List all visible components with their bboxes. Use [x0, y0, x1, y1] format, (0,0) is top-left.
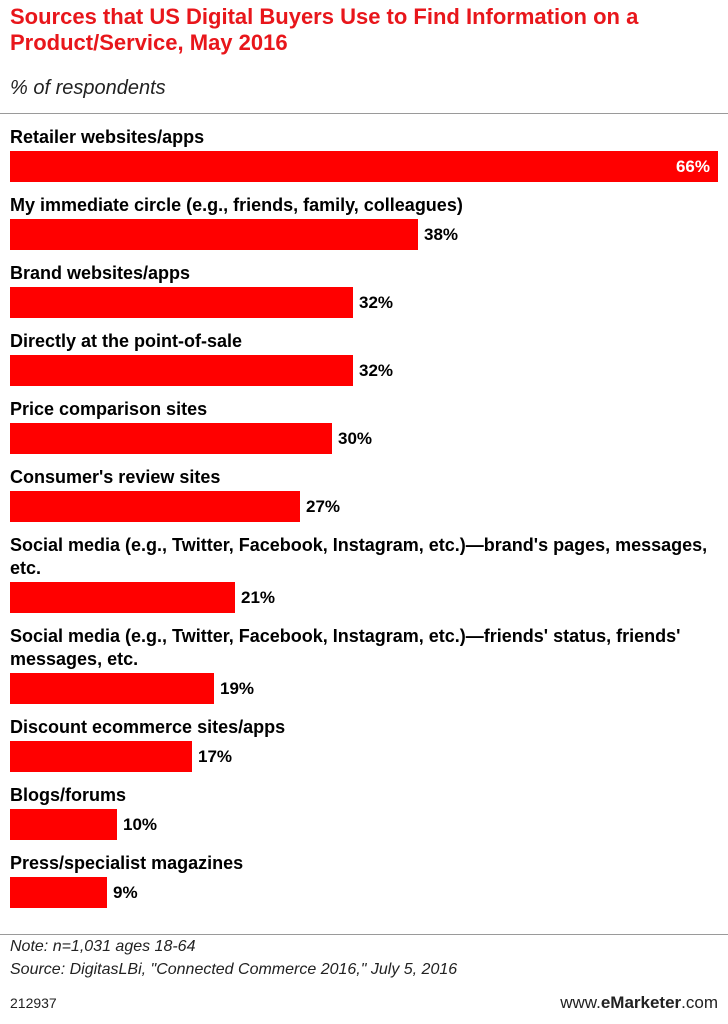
data-label: 10%	[123, 815, 158, 834]
bar	[10, 287, 353, 318]
bar	[10, 355, 353, 386]
bar	[10, 877, 107, 908]
category-label: Blogs/forums	[10, 785, 127, 805]
bottom-divider	[0, 934, 728, 935]
chart-note: Note: n=1,031 ages 18-64	[10, 938, 196, 955]
data-label: 21%	[241, 588, 276, 607]
category-label: Directly at the point-of-sale	[10, 331, 243, 351]
category-label: Discount ecommerce sites/apps	[10, 717, 286, 737]
data-label: 66%	[675, 157, 710, 176]
brand-suffix: .com	[681, 993, 718, 1012]
category-label: Brand websites/apps	[10, 263, 191, 283]
bar	[10, 423, 332, 454]
category-label: Retailer websites/apps	[10, 127, 205, 147]
bar	[10, 582, 235, 613]
category-label: Press/specialist magazines	[10, 853, 244, 873]
emarketer-logo: www.eMarketer.com	[560, 993, 718, 1013]
bar-chart: Retailer websites/apps 66% My immediate ci…	[0, 118, 728, 928]
bar	[10, 809, 117, 840]
data-label: 30%	[338, 429, 373, 448]
chart-title: Sources that US Digital Buyers Use to Fi…	[10, 4, 639, 55]
chart-source: Source: DigitasLBi, "Connected Commerce …	[10, 961, 458, 978]
bar	[10, 491, 300, 522]
top-divider	[0, 113, 728, 114]
brand-name: eMarketer	[600, 993, 682, 1012]
brand-prefix: www.	[560, 993, 601, 1012]
category-label: Consumer's review sites	[10, 467, 221, 487]
data-label: 38%	[424, 225, 459, 244]
bar	[10, 673, 214, 704]
bar	[10, 219, 418, 250]
category-label: My immediate circle (e.g., friends, fami…	[10, 195, 463, 215]
category-label: Social media (e.g., Twitter, Facebook, I…	[10, 535, 708, 578]
category-label: Social media (e.g., Twitter, Facebook, I…	[10, 626, 681, 669]
data-label: 27%	[306, 497, 341, 516]
data-label: 17%	[198, 747, 233, 766]
data-label: 9%	[113, 883, 138, 902]
category-label: Price comparison sites	[10, 399, 208, 419]
data-label: 32%	[359, 293, 394, 312]
data-label: 19%	[220, 679, 255, 698]
bar	[10, 741, 192, 772]
chart-subtitle: % of respondents	[10, 77, 166, 99]
chart-id: 212937	[10, 995, 57, 1011]
bar	[10, 151, 718, 182]
data-label: 32%	[359, 361, 394, 380]
